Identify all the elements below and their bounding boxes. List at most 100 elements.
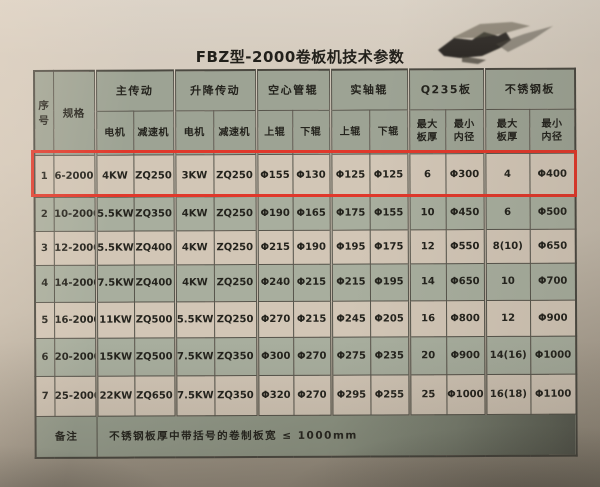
table-cell: Φ175 [330,195,370,230]
column-subheader: 最大 板厚 [484,108,530,154]
table-cell: Φ175 [369,229,409,264]
table-cell: Φ1000 [446,374,486,415]
table-cell: 4KW [174,230,214,265]
table-cell: 10 [484,262,531,301]
table-cell: 12 [485,299,531,337]
table-cell: Φ450 [445,195,485,230]
table-row: 5 16-2000 11KW ZQ500 5.5KW ZQ250 Φ270 Φ215 Φ245 Φ… [35,299,577,338]
table-cell: ZQ500 [134,301,176,338]
table-cell: 7.5KW [175,375,215,416]
table-cell: ZQ400 [133,264,176,302]
column-subheader: 电机 [95,110,134,155]
table-body: 1 6-2000 4KW ZQ250 3KW ZQ250 Φ155 Φ130 Φ125 Φ125 6… [34,152,577,416]
table-header: 序号 规格 主传动 升降传动 空心管辊 实轴辊 Q235板 不锈钢板 电机 减速机 电机 减速机 上辊下… [34,68,576,155]
table-cell: Φ215 [256,229,293,265]
table-cell: Φ900 [446,336,486,375]
table-cell: ZQ250 [213,230,257,265]
row-number-cell: 7 [35,375,55,416]
table-cell: 10 [408,195,446,230]
table-cell: 5.5KW [95,196,134,231]
table-cell: ZQ350 [214,375,258,416]
table-cell: 25 [409,374,447,415]
table-cell: 14 [408,263,447,301]
table-footer: 备注 不锈钢板厚中带括号的卷制板宽 ≤ 1000mm [35,413,577,458]
table-cell: 15KW [96,337,135,376]
table-cell: 5.5KW [175,301,215,338]
table-cell: 11KW [96,301,135,338]
row-number-cell: 3 [34,230,54,265]
table-cell: 6 [408,153,446,196]
header-sub-row: 电机 减速机 电机 减速机 上辊 下辊 上辊 下辊 最大 板厚 最小 内径 最大 板厚 最小 内径 [34,108,576,155]
table-cell: Φ270 [293,374,332,415]
column-subheader: 下辊 [369,109,409,154]
table-row: 1 6-2000 4KW ZQ250 3KW ZQ250 Φ155 Φ130 Φ125 Φ125 6… [34,152,576,197]
table-cell: ZQ400 [133,230,175,265]
footer-row: 备注 不锈钢板厚中带括号的卷制板宽 ≤ 1000mm [35,413,577,458]
table-cell: Φ125 [330,153,370,196]
table-row: 7 25-2000 22KW ZQ650 7.5KW ZQ350 Φ320 Φ270 Φ295 Φ… [35,373,577,416]
column-group-header: 升降传动 [174,70,257,111]
column-header-spec: 规格 [53,70,96,155]
column-subheader: 下辊 [292,109,331,154]
table-cell: ZQ250 [214,301,258,338]
table-cell: ZQ350 [133,196,175,231]
ink-smudge [438,22,553,64]
table-cell: Φ1000 [530,335,577,374]
column-subheader: 电机 [174,110,214,155]
table-cell: 6 [484,194,530,230]
column-subheader: 最大 板厚 [408,109,446,154]
table-row: 2 10-2000 5.5KW ZQ350 4KW ZQ250 Φ190 Φ165 Φ175 Φ1… [34,194,576,231]
table-cell: 25-2000 [54,375,97,416]
table-cell: Φ245 [331,300,371,337]
table-cell: 10-2000 [53,196,96,231]
table-cell: 22KW [96,375,135,416]
row-number-cell: 4 [34,264,55,302]
column-group-header: 不锈钢板 [484,68,576,110]
table-cell: Φ235 [370,336,410,375]
footer-note: 不锈钢板厚中带括号的卷制板宽 ≤ 1000mm [96,413,577,458]
table-cell: Φ900 [530,299,577,336]
footer-label: 备注 [35,415,97,458]
table-cell: Φ155 [369,195,409,230]
table-cell: Φ700 [529,262,577,300]
row-number-cell: 1 [34,154,54,197]
table-cell: 8(10) [484,228,530,264]
table-row: 3 12-2000 5.5KW ZQ400 4KW ZQ250 Φ215 Φ190 Φ195 Φ1… [34,228,576,265]
table-cell: 7.5KW [175,337,215,376]
table-cell: Φ165 [292,195,331,230]
table-cell: Φ190 [256,195,293,231]
table-cell: ZQ500 [134,337,176,376]
table-cell: Φ500 [529,194,576,229]
table-cell: Φ215 [293,300,332,337]
table-cell: Φ650 [529,228,576,263]
table-cell: ZQ250 [213,196,257,231]
table-cell: 4 [484,152,530,196]
table-cell: 14(16) [485,335,531,375]
spec-table: 序号 规格 主传动 升降传动 空心管辊 实轴辊 Q235板 不锈钢板 电机 减速机 电机 减速机 上辊下… [33,67,578,459]
table-cell: Φ550 [445,229,485,264]
row-number-cell: 5 [35,301,55,338]
table-cell: Φ300 [257,336,294,376]
table-row: 6 20-2000 15KW ZQ500 7.5KW ZQ350 Φ300 Φ270 Φ275 Φ… [35,335,577,376]
spec-table-container: 序号 规格 主传动 升降传动 空心管辊 实轴辊 Q235板 不锈钢板 电机 减速机 电机 减速机 上辊下… [33,67,578,459]
table-cell: Φ270 [257,300,294,338]
table-cell: ZQ250 [213,264,258,302]
column-subheader: 减速机 [133,110,175,155]
table-cell: 12-2000 [53,230,96,265]
table-cell: Φ295 [331,374,371,415]
table-cell: Φ215 [292,263,332,301]
table-cell: Φ400 [529,152,576,195]
header-group-row: 序号 规格 主传动 升降传动 空心管辊 实轴辊 Q235板 不锈钢板 [34,68,576,155]
column-subheader: 最小 内径 [529,108,576,153]
row-number-cell: 6 [35,337,55,376]
table-cell: ZQ250 [213,154,257,197]
column-group-header: 空心管辊 [256,69,331,111]
column-group-header: 主传动 [95,70,175,111]
table-cell: Φ190 [292,229,331,264]
table-cell: Φ155 [256,153,293,197]
table-cell: 5.5KW [95,230,134,265]
table-cell: 4KW [174,196,214,231]
table-cell: 12 [408,229,446,264]
table-cell: ZQ350 [214,337,258,376]
column-subheader: 上辊 [256,109,293,155]
